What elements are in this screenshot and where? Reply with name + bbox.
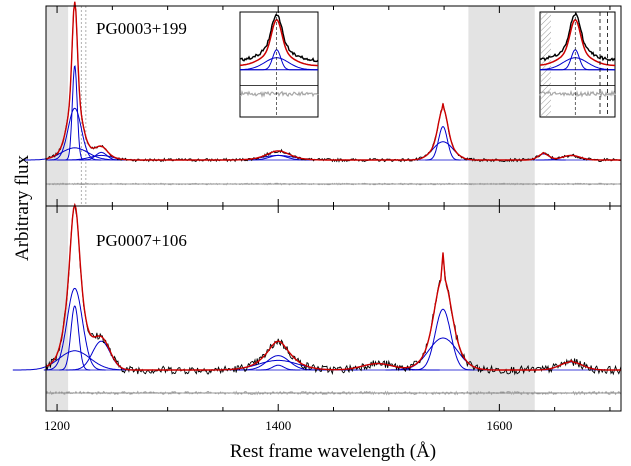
panel-pg0003: PG0003+199 bbox=[21, 1, 622, 186]
model-fit bbox=[45, 1, 621, 161]
y-axis-label: Arbitrary flux bbox=[12, 154, 33, 261]
panel-pg0007: PG0007+106 bbox=[12, 202, 622, 396]
residual-spectrum bbox=[45, 182, 622, 186]
x-axis-label: Rest frame wavelength (Å) bbox=[230, 441, 436, 462]
gaussian-component bbox=[240, 57, 318, 71]
inset-lyalpha-zoom bbox=[239, 11, 319, 118]
residual-spectrum bbox=[539, 89, 616, 98]
gaussian-component bbox=[539, 57, 615, 71]
panel-label: PG0007+106 bbox=[96, 231, 187, 250]
model-fit bbox=[239, 18, 319, 67]
x-tick-label: 1200 bbox=[44, 418, 70, 433]
gaussian-component bbox=[12, 350, 137, 371]
residual-spectrum bbox=[239, 90, 319, 99]
x-tick-label: 1600 bbox=[486, 418, 512, 433]
model-fit bbox=[45, 202, 621, 371]
inset-frame bbox=[539, 11, 616, 118]
panel-label: PG0003+199 bbox=[96, 19, 187, 38]
gaussian-component bbox=[64, 65, 85, 161]
gaussian-component bbox=[425, 126, 461, 161]
x-axis-ticks: 1200 1400 1600 bbox=[44, 6, 611, 433]
gaussian-component bbox=[79, 151, 124, 161]
x-tick-label: 1400 bbox=[265, 418, 291, 433]
excluded-region bbox=[468, 6, 535, 411]
excluded-regions bbox=[46, 6, 535, 411]
gaussian-component bbox=[48, 107, 102, 161]
observed-spectrum bbox=[539, 12, 616, 62]
observed-spectrum bbox=[239, 13, 319, 63]
inset-civ-zoom bbox=[539, 11, 616, 118]
gaussian-component bbox=[234, 355, 323, 371]
gaussian-component bbox=[43, 287, 106, 371]
gaussian-component bbox=[256, 364, 301, 371]
gaussian-component bbox=[59, 305, 91, 371]
residual-spectrum bbox=[45, 390, 622, 396]
model-fit bbox=[539, 18, 616, 67]
gaussian-component bbox=[412, 308, 474, 371]
gaussian-component bbox=[21, 147, 128, 161]
